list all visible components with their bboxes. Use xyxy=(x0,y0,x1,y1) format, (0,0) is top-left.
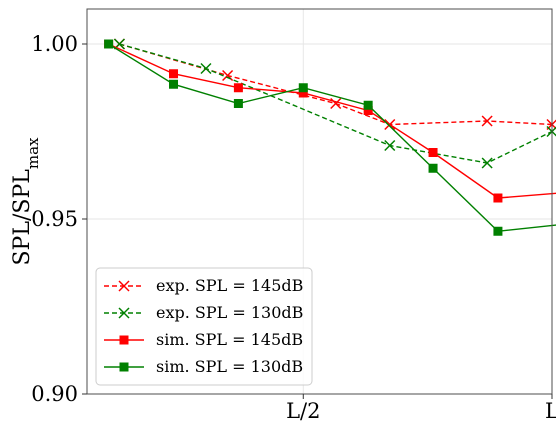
data-point xyxy=(363,100,373,110)
plot-frame xyxy=(86,8,553,395)
legend-label: exp. SPL = 130dB xyxy=(156,303,303,322)
legend-item: sim. SPL = 130dB xyxy=(104,357,303,376)
y-axis-label: SPL/SPLmax xyxy=(10,137,42,266)
marker-stroke xyxy=(330,97,342,110)
data-point xyxy=(481,157,493,169)
data-point xyxy=(428,148,438,157)
marker-stroke xyxy=(481,115,493,127)
data-point xyxy=(428,163,438,173)
legend-item: exp. SPL = 130dB xyxy=(104,303,303,322)
data-point xyxy=(233,99,243,108)
legend-marker xyxy=(118,307,130,319)
legend-box xyxy=(95,267,313,386)
marker-stroke xyxy=(200,62,212,75)
y-axis-label-main: SPL/SPL xyxy=(10,169,35,266)
x-tick-label: L xyxy=(545,399,556,421)
data-point xyxy=(233,83,243,93)
x-tick-label: L/2 xyxy=(286,399,320,421)
y-tick-label: 0.95 xyxy=(31,207,78,231)
legend-marker xyxy=(119,362,129,372)
y-tick-label: 1.00 xyxy=(31,32,78,56)
data-point xyxy=(298,88,308,98)
legend: exp. SPL = 145dB exp. SPL = 130dB sim. SPL… xyxy=(95,267,313,386)
data-point xyxy=(169,69,179,79)
data-point xyxy=(481,115,493,127)
data-point xyxy=(104,39,114,49)
legend-item: sim. SPL = 145dB xyxy=(104,330,303,349)
data-point xyxy=(200,62,212,75)
marker-stroke xyxy=(222,69,234,82)
y-tick-label: 0.90 xyxy=(31,382,78,406)
legend-label: sim. SPL = 130dB xyxy=(156,357,303,376)
series-line xyxy=(108,43,556,233)
legend-label: sim. SPL = 145dB xyxy=(156,330,303,349)
series-4 xyxy=(104,39,556,236)
y-axis-label-subscript: max xyxy=(24,137,42,169)
legend-marker xyxy=(118,280,130,292)
series-1 xyxy=(113,38,556,131)
legend-item: exp. SPL = 145dB xyxy=(104,276,303,295)
data-point xyxy=(493,193,503,203)
legend-marker xyxy=(119,335,129,345)
data-point xyxy=(169,79,179,89)
data-point xyxy=(493,226,503,236)
data-point xyxy=(363,106,373,115)
marker-stroke xyxy=(481,157,493,169)
data-point xyxy=(298,83,308,93)
series-layer xyxy=(104,38,556,236)
legend-label: exp. SPL = 145dB xyxy=(156,276,303,295)
marker-stroke xyxy=(118,307,130,319)
marker-stroke xyxy=(384,139,396,152)
data-point xyxy=(384,139,396,152)
series-line xyxy=(108,43,556,199)
marker-stroke xyxy=(118,280,130,292)
axis-ticks: 0.90 0.95 1.00 L/2 L xyxy=(31,32,556,421)
